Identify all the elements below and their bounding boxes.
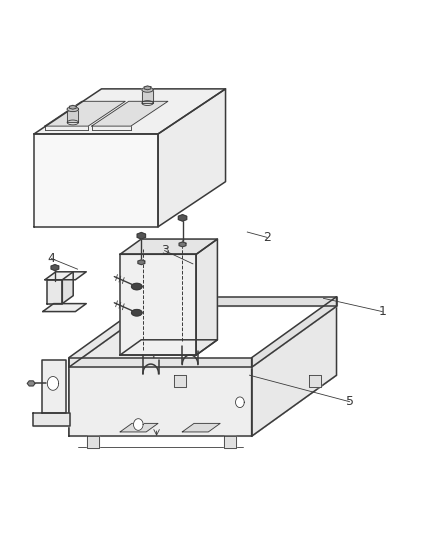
Text: 1: 1 — [378, 305, 386, 318]
Polygon shape — [120, 239, 217, 254]
Polygon shape — [67, 109, 78, 123]
Polygon shape — [69, 306, 154, 436]
Polygon shape — [69, 358, 252, 367]
Polygon shape — [120, 423, 158, 432]
Polygon shape — [131, 310, 142, 316]
Polygon shape — [252, 306, 336, 436]
Polygon shape — [87, 436, 99, 448]
Polygon shape — [120, 340, 217, 355]
Polygon shape — [47, 280, 62, 304]
Polygon shape — [27, 381, 35, 386]
Polygon shape — [43, 304, 86, 312]
Polygon shape — [34, 134, 158, 227]
Polygon shape — [131, 284, 142, 290]
Polygon shape — [69, 297, 154, 367]
Text: 2: 2 — [263, 231, 271, 244]
Text: 4: 4 — [47, 252, 55, 265]
Polygon shape — [174, 375, 186, 387]
Polygon shape — [309, 375, 321, 387]
Polygon shape — [138, 260, 145, 265]
Polygon shape — [51, 265, 59, 270]
Polygon shape — [142, 90, 153, 103]
Polygon shape — [144, 86, 151, 90]
Polygon shape — [69, 375, 336, 436]
Polygon shape — [67, 107, 78, 111]
Polygon shape — [154, 297, 336, 306]
Polygon shape — [236, 397, 244, 408]
Polygon shape — [42, 360, 66, 413]
Polygon shape — [182, 423, 220, 432]
Polygon shape — [45, 272, 86, 280]
Polygon shape — [142, 87, 153, 92]
Polygon shape — [158, 89, 226, 227]
Polygon shape — [137, 232, 145, 239]
Polygon shape — [33, 413, 71, 426]
Polygon shape — [196, 239, 217, 355]
Polygon shape — [224, 436, 236, 448]
Polygon shape — [47, 376, 59, 390]
Polygon shape — [45, 101, 125, 126]
Polygon shape — [134, 419, 143, 430]
Polygon shape — [69, 367, 252, 436]
Polygon shape — [178, 215, 187, 221]
Text: 3: 3 — [161, 244, 169, 257]
Polygon shape — [69, 106, 76, 109]
Polygon shape — [179, 242, 186, 247]
Polygon shape — [92, 101, 168, 126]
Polygon shape — [120, 254, 196, 355]
Text: 5: 5 — [346, 395, 353, 408]
Polygon shape — [34, 89, 226, 134]
Polygon shape — [252, 297, 336, 367]
Polygon shape — [62, 272, 73, 304]
